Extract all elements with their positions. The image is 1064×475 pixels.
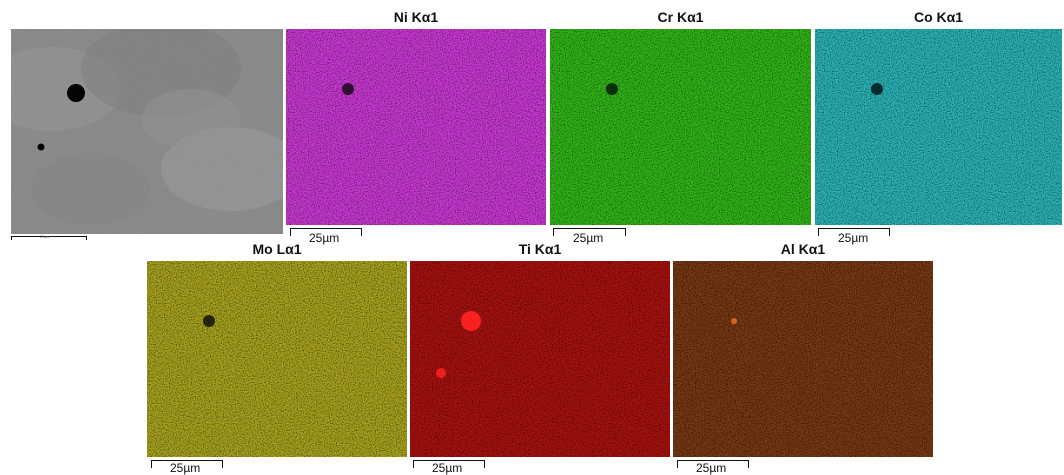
scale-label-ti: 25µm <box>432 461 463 475</box>
map-title-ni: Ni Kα1 <box>393 9 439 25</box>
enrichment-spot <box>731 318 737 324</box>
pore-mark <box>67 84 85 102</box>
element-map-al <box>673 261 933 457</box>
map-title-mo: Mo Lα1 <box>252 241 302 257</box>
depletion-spot <box>871 83 883 95</box>
element-map-co <box>815 29 1062 225</box>
map-title-al: Al Kα1 <box>780 241 826 257</box>
depletion-spot <box>203 315 215 327</box>
scale-label-sem: 20µm <box>40 234 51 239</box>
sem-micrograph <box>11 29 283 234</box>
depletion-spot <box>342 83 354 95</box>
enrichment-spot <box>461 311 481 331</box>
element-map-cr <box>550 29 811 225</box>
scale-label-al: 25µm <box>696 461 727 475</box>
depletion-spot <box>606 83 618 95</box>
element-map-mo <box>147 261 407 457</box>
scale-label-co: 25µm <box>838 231 869 245</box>
scale-bar-cr <box>553 228 626 236</box>
scale-bar-co <box>818 228 890 236</box>
scale-bar-sem <box>11 236 87 240</box>
scale-bar-ni <box>290 228 362 236</box>
scale-bar-mo <box>151 460 223 468</box>
map-title-ti: Ti Kα1 <box>518 241 562 257</box>
pore-mark <box>37 143 45 151</box>
scale-label-cr: 25µm <box>573 231 604 245</box>
scale-bar-al <box>677 460 749 468</box>
scale-bar-ti <box>413 460 485 468</box>
scale-label-ni: 25µm <box>309 231 340 245</box>
element-map-ti <box>410 261 670 457</box>
scale-label-mo: 25µm <box>170 461 201 475</box>
enrichment-spot <box>436 368 446 378</box>
map-title-cr: Cr Kα1 <box>657 9 704 25</box>
map-title-co: Co Kα1 <box>913 9 964 25</box>
element-map-ni <box>286 29 546 225</box>
